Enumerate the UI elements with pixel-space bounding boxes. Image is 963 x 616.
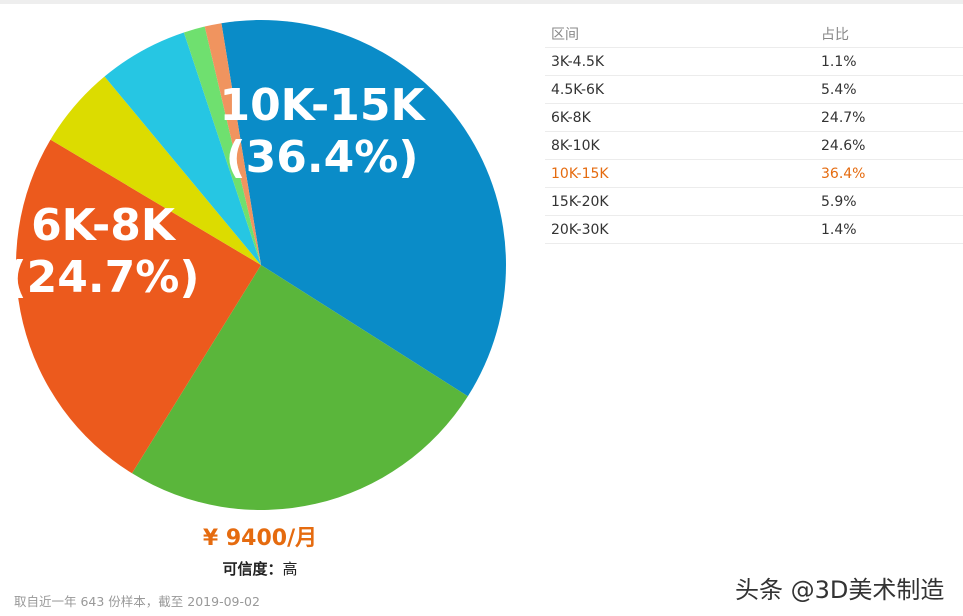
credibility: 可信度：高 [140, 558, 380, 579]
row-ratio: 36.4% [821, 165, 866, 182]
slice-label-pct: (24.7%) [7, 252, 200, 303]
table-row: 8K-10K 24.6% [545, 132, 963, 160]
row-range: 10K-15K [551, 165, 609, 182]
row-ratio: 1.4% [821, 221, 857, 238]
credibility-key: 可信度： [222, 560, 283, 578]
row-range: 8K-10K [551, 137, 600, 154]
slice-label-pct: (36.4%) [226, 132, 419, 183]
header-ratio: 占比 [821, 26, 849, 43]
row-range: 6K-8K [551, 109, 591, 126]
pie-slice-8k-10k [16, 139, 261, 474]
row-range: 3K-4.5K [551, 53, 605, 70]
row-ratio: 5.9% [821, 193, 857, 210]
table-header: 区间 占比 [545, 20, 963, 48]
row-ratio: 1.1% [821, 53, 857, 70]
top-border [0, 0, 963, 4]
header-range: 区间 [551, 26, 579, 43]
row-range: 15K-20K [551, 193, 609, 210]
row-ratio: 24.6% [821, 137, 866, 154]
row-range: 4.5K-6K [551, 81, 605, 98]
credibility-value: 高 [282, 560, 298, 578]
row-range: 20K-30K [551, 221, 609, 238]
average-salary: ¥ 9400/月 [202, 526, 318, 551]
slice-label-name: 6K-8K [31, 200, 177, 251]
table-row: 20K-30K 1.4% [545, 216, 963, 244]
sample-footnote: 取自近一年 643 份样本，截至 2019-09-02 [14, 594, 260, 609]
table-row: 3K-4.5K 1.1% [545, 48, 963, 76]
pie-slice-6k-8k [132, 265, 468, 510]
table-row: 15K-20K 5.9% [545, 188, 963, 216]
row-ratio: 5.4% [821, 81, 857, 98]
pie-slice-10k-15k [221, 20, 506, 397]
pie-slice-3k-4.5k [204, 23, 261, 265]
distribution-table: 区间 占比 3K-4.5K 1.1% 4.5K-6K 5.4% 6K-8K 24.7% 8K… [545, 20, 963, 244]
slice-label-name: 10K-15K [219, 80, 426, 131]
row-ratio: 24.7% [821, 109, 866, 126]
table-row: 6K-8K 24.7% [545, 104, 963, 132]
pie-chart: 10K-15K(36.4%) 6K-8K(24.7%) [7, 20, 506, 510]
table-row: 4.5K-6K 5.4% [545, 76, 963, 104]
table-body: 3K-4.5K 1.1% 4.5K-6K 5.4% 6K-8K 24.7% 8K-10K 24… [545, 48, 963, 244]
pie-slice-20k-30k [183, 26, 261, 265]
table-row: 10K-15K 36.4% [545, 160, 963, 188]
watermark: 头条 @3D美术制造 [735, 576, 945, 604]
pie-slice-4.5k-6k [50, 76, 261, 265]
pie-slice-15k-20k [104, 32, 261, 266]
